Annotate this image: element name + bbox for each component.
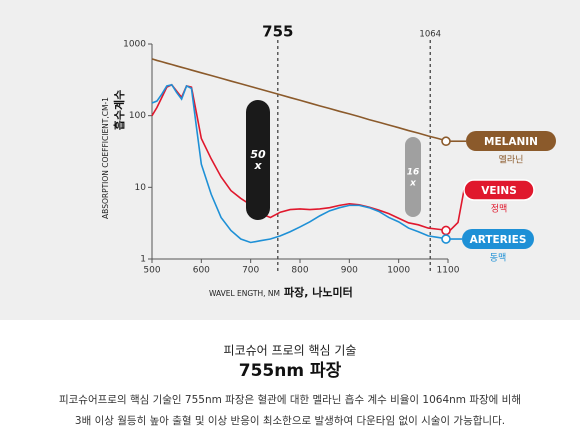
- legend-pill: [462, 229, 534, 249]
- legend-label: VEINS: [481, 185, 517, 197]
- marker-label: 755: [262, 23, 293, 41]
- ratio-label: x: [253, 159, 262, 172]
- legend-connector: [449, 189, 465, 232]
- ratio-capsule: [246, 100, 270, 220]
- marker-label: 1064: [419, 30, 441, 40]
- ratio-label: 50: [250, 148, 266, 161]
- caption-subtitle: 피코슈어 프로의 핵심 기술: [224, 344, 357, 358]
- caption-background: [0, 320, 580, 445]
- legend-label-ko: 정맥: [491, 204, 508, 215]
- y-tick-label: 1: [140, 255, 146, 265]
- ratio-label: x: [409, 179, 417, 189]
- caption-body: 피코슈어프로의 핵심 기술인 755nm 파장은 혈관에 대한 멜라닌 흡수 계…: [59, 393, 521, 406]
- legend-label: MELANIN: [484, 136, 538, 148]
- x-axis-label: WAVEL ENGTH, NM: [209, 289, 280, 298]
- x-tick-label: 700: [242, 266, 259, 276]
- line-end-marker: [441, 234, 451, 244]
- y-axis-label-ko: 흡수계수: [112, 90, 126, 130]
- x-tick-label: 500: [143, 266, 160, 276]
- series-line: [151, 83, 449, 244]
- line-end-marker: [441, 136, 451, 147]
- caption-title: 755nm 파장: [239, 361, 342, 381]
- series-line: [151, 83, 449, 232]
- legend-label-ko: 멜라닌: [499, 154, 524, 166]
- legend-pill: [466, 131, 556, 151]
- y-tick-label: 10: [135, 183, 147, 193]
- x-tick-label: 600: [193, 266, 210, 276]
- x-tick-label: 1100: [437, 266, 460, 276]
- legend-label-ko: 동맥: [490, 253, 507, 264]
- ratio-capsule: [405, 137, 421, 217]
- line-end-marker: [441, 225, 451, 236]
- legend-pill: [463, 179, 535, 201]
- x-tick-label: 1000: [387, 266, 410, 276]
- x-axis-label-ko: 파장, 나노미터: [284, 285, 353, 299]
- caption-body: 3배 이상 월등히 높아 출혈 및 이상 반응이 최소한으로 발생하여 다운타임…: [75, 414, 505, 427]
- x-tick-label: 900: [341, 266, 358, 276]
- x-tick-label: 800: [291, 266, 308, 276]
- y-tick-label: 100: [129, 111, 146, 121]
- y-axis-label: ABSORPTION COEFFICIENT,CM-1: [101, 97, 110, 219]
- ratio-label: 16: [407, 168, 420, 178]
- chart-background: [0, 0, 580, 320]
- series-line: [151, 58, 449, 142]
- y-tick-label: 1000: [123, 40, 146, 50]
- legend-label: ARTERIES: [470, 234, 527, 246]
